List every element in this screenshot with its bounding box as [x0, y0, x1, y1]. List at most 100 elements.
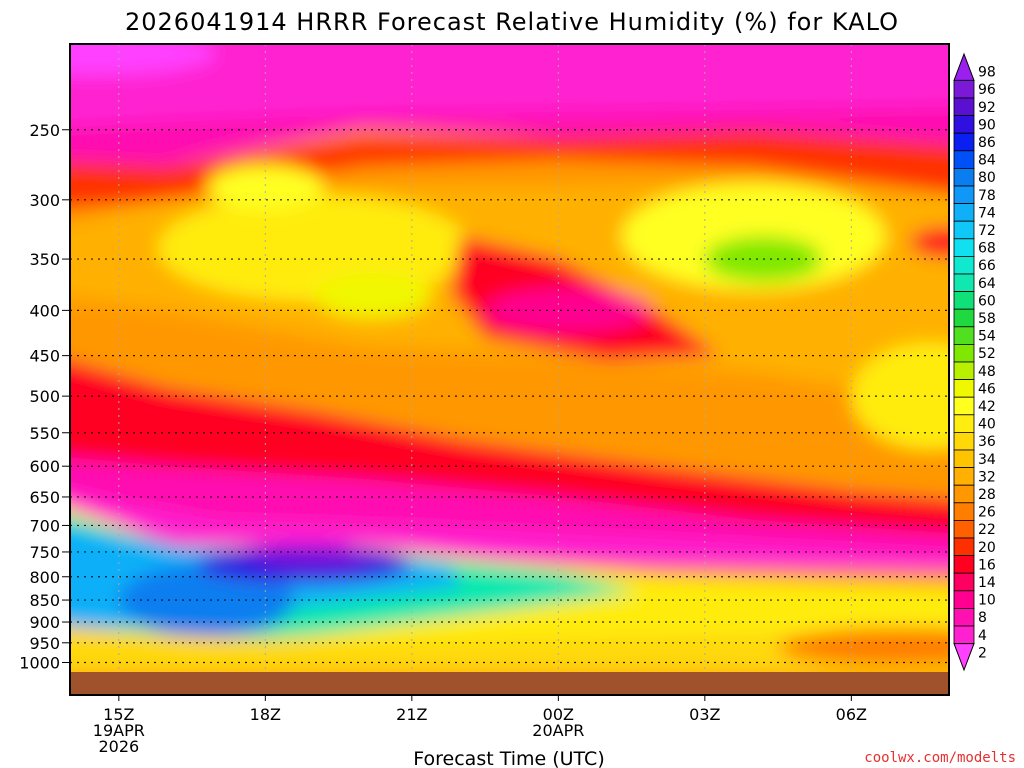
- y-tick-label: 850: [29, 591, 60, 610]
- colorbar-bottom-arrow: [953, 643, 975, 672]
- colorbar-swatch: [953, 537, 975, 557]
- colorbar-label: 90: [978, 117, 996, 133]
- colorbar-swatch: [953, 555, 975, 574]
- colorbar-label: 26: [978, 505, 996, 521]
- field-blobs: [70, 44, 949, 672]
- x-tick-label: 20APR: [532, 721, 584, 740]
- colorbar-label: 22: [978, 522, 996, 538]
- y-tick-label: 550: [29, 424, 60, 443]
- colorbar-label: 60: [978, 293, 996, 309]
- yellow-blob-east: [851, 342, 949, 450]
- colorbar-label: 68: [978, 241, 996, 257]
- y-tick-label: 900: [29, 613, 60, 632]
- colorbar-swatch: [953, 572, 975, 592]
- y-tick-label: 750: [29, 543, 60, 562]
- colorbar-swatch: [953, 502, 975, 521]
- chart-title: 2026041914 HRRR Forecast Relative Humidi…: [125, 8, 899, 36]
- near-surface-layer: [70, 626, 949, 672]
- x-tick-label: 03Z: [689, 705, 720, 724]
- colorbar-label: 46: [978, 381, 996, 397]
- colorbar-swatch: [953, 361, 975, 381]
- y-tick-label: 500: [29, 387, 60, 406]
- colorbar-label: 10: [978, 593, 996, 609]
- colorbar-label: 64: [978, 276, 996, 292]
- colorbar-swatch: [953, 203, 975, 222]
- colorbar-label: 28: [978, 487, 996, 503]
- colorbar-label: 66: [978, 258, 996, 274]
- dry-spot-east: [909, 227, 949, 258]
- y-axis-ticks: 250 300 350 400 450 500 550 600 650 700 750 800 850 9…: [19, 121, 70, 673]
- colorbar-label: 2: [978, 645, 987, 661]
- colorbar-swatch: [953, 414, 975, 433]
- y-tick-label: 600: [29, 457, 60, 476]
- colorbar-label: 34: [978, 452, 996, 468]
- colorbar-swatch: [953, 115, 975, 134]
- colorbar-label: 32: [978, 469, 996, 485]
- y-tick-label: 250: [29, 121, 60, 140]
- colorbar-label: 84: [978, 153, 996, 169]
- colorbar-swatch: [953, 273, 975, 293]
- colorbar-swatch: [953, 150, 975, 169]
- colorbar-label: 72: [978, 223, 996, 239]
- x-tick-label: 19APR: [93, 721, 145, 740]
- colorbar-label: 80: [978, 170, 996, 186]
- colorbar-label: 54: [978, 329, 996, 345]
- x-tick-label: 21Z: [396, 705, 427, 724]
- colorbar-swatch: [953, 326, 975, 345]
- credit-text: coolwx.com/modelts: [864, 750, 1016, 766]
- yellow-blob-20z: [314, 273, 432, 319]
- colorbar: 9896929086848078747268666460585452484642…: [953, 52, 996, 672]
- colorbar-label: 16: [978, 557, 996, 573]
- colorbar-swatch: [953, 220, 975, 240]
- colorbar-label: 20: [978, 540, 996, 556]
- colorbar-swatch: [953, 185, 975, 205]
- colorbar-swatch: [953, 255, 975, 275]
- x-tick-label: 06Z: [836, 705, 867, 724]
- colorbar-swatch: [953, 308, 975, 328]
- colorbar-label: 86: [978, 135, 996, 151]
- colorbar-label: 36: [978, 434, 996, 450]
- y-tick-label: 1000: [19, 654, 60, 673]
- y-tick-label: 950: [29, 634, 60, 653]
- y-tick-label: 700: [29, 516, 60, 535]
- x-axis-label: Forecast Time (UTC): [413, 748, 604, 768]
- colorbar-label: 48: [978, 364, 996, 380]
- lower-dry-wedge: [70, 360, 949, 545]
- colorbar-label: 14: [978, 575, 996, 591]
- yellow-blob-top: [206, 164, 324, 210]
- ground-below-surface: [70, 672, 949, 695]
- y-tick-label: 650: [29, 488, 60, 507]
- upper-moist-edge: [70, 129, 949, 209]
- colorbar-label: 58: [978, 311, 996, 327]
- colorbar-label: 74: [978, 205, 996, 221]
- colorbar-swatch: [953, 167, 975, 187]
- colorbar-swatch: [953, 484, 975, 504]
- colorbar-label: 78: [978, 188, 996, 204]
- colorbar-swatch: [953, 238, 975, 257]
- colorbar-swatch: [953, 467, 975, 486]
- upper-driest-spot: [70, 44, 217, 76]
- colorbar-label: 42: [978, 399, 996, 415]
- colorbar-label: 92: [978, 100, 996, 116]
- colorbar-top-arrow: [953, 52, 975, 81]
- colorbar-label: 96: [978, 82, 996, 98]
- x-tick-label: 2026: [98, 737, 139, 756]
- colorbar-swatch: [953, 625, 975, 645]
- colorbar-label: 8: [978, 610, 987, 626]
- plot-frame: [69, 43, 950, 696]
- colorbar-swatch: [953, 396, 975, 416]
- colorbar-swatch: [953, 80, 975, 99]
- colorbar-swatch: [953, 520, 975, 539]
- x-tick-label: 18Z: [250, 705, 281, 724]
- y-tick-label: 450: [29, 347, 60, 366]
- y-tick-label: 350: [29, 250, 60, 269]
- colorbar-swatch: [953, 97, 975, 117]
- colorbar-label: 52: [978, 346, 996, 362]
- colorbar-label: 4: [978, 628, 987, 644]
- colorbar-swatch: [953, 590, 975, 609]
- colorbar-swatch: [953, 608, 975, 627]
- colorbar-label: 98: [978, 65, 996, 81]
- moist-core-purple: [255, 551, 373, 568]
- colorbar-swatch: [953, 291, 975, 310]
